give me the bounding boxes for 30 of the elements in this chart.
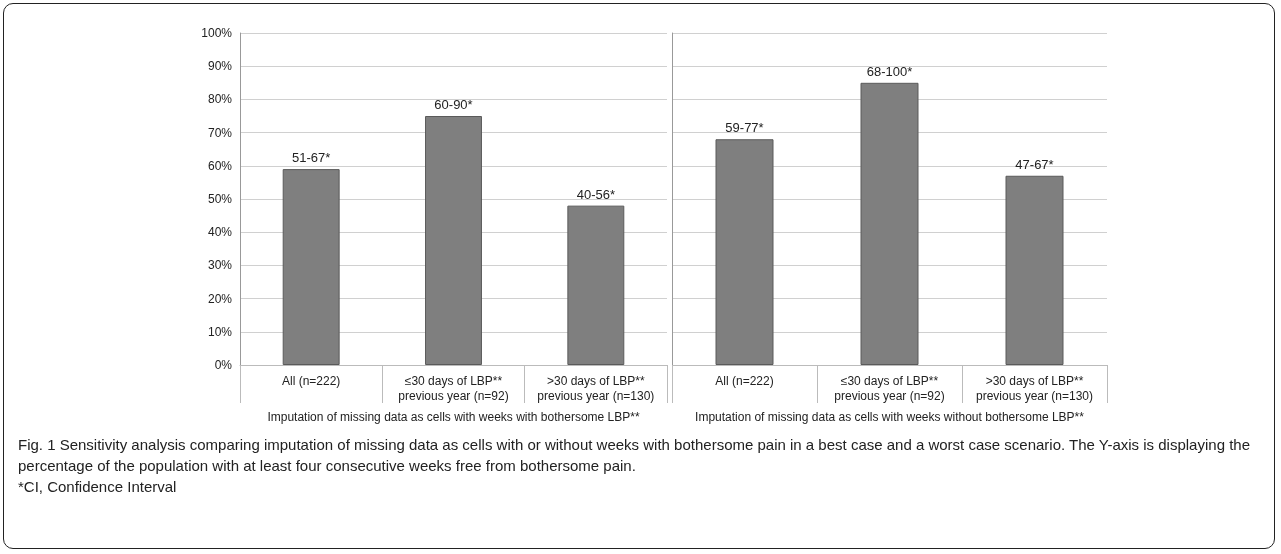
- x-tick-label: >30 days of LBP** previous year (n=130): [537, 373, 655, 403]
- x-tick-label: ≤30 days of LBP** previous year (n=92): [398, 373, 509, 403]
- y-tick-label: 20%: [207, 291, 233, 306]
- x-tick-label: ≤30 days of LBP** previous year (n=92): [834, 373, 945, 403]
- x-tick-label: All (n=222): [715, 373, 774, 388]
- y-tick-label: 80%: [207, 92, 233, 107]
- data-label: 51-67*: [292, 150, 331, 166]
- text: *CI, Confidence Interval: [18, 477, 178, 497]
- y-tick-label: 30%: [207, 258, 233, 273]
- caption: Fig. 1 Sensitivity analysis comparing imputation of missing data as cells with or without weeks with bothersome pain in a best case and a worst case scenario. The Y-axis is displaying the percentage of the population with at least four consecutive weeks free from bothersome pain.: [18, 435, 1251, 476]
- y-tick-label: 60%: [207, 158, 233, 173]
- y-tick-label: 90%: [207, 59, 233, 74]
- bar: [567, 205, 625, 365]
- data-label: 47-67*: [1015, 156, 1054, 172]
- x-axis-title: Imputation of missing data as cells with weeks with bothersome LBP**: [267, 410, 640, 424]
- data-label: 59-77*: [725, 120, 764, 136]
- y-tick-label: 40%: [207, 225, 233, 240]
- x-axis-title: Imputation of missing data as cells with weeks without bothersome LBP**: [695, 410, 1085, 424]
- x-tick-label: All (n=222): [281, 373, 341, 388]
- y-tick-label: 70%: [207, 125, 233, 140]
- y-tick-label: 0%: [214, 358, 233, 372]
- y-tick-label: 50%: [207, 192, 233, 206]
- data-label: 40-56*: [576, 186, 615, 202]
- y-tick-label: 100%: [201, 26, 233, 40]
- data-label: 60-90*: [434, 97, 473, 112]
- y-tick-label: 10%: [207, 324, 233, 339]
- x-tick-label: >30 days of LBP** previous year (n=130): [975, 373, 1094, 403]
- bar: [425, 116, 482, 365]
- bar: [282, 169, 340, 365]
- data-label: 68-100*: [866, 63, 913, 79]
